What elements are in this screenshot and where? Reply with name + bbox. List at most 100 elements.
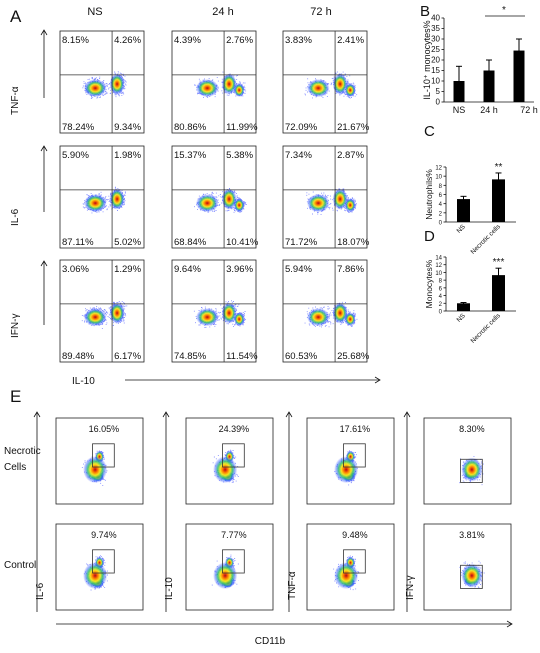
quadrant-upper-left: 5.90%	[62, 150, 89, 161]
flow-plot-r0-c1: 4.39% 2.76% 80.86% 11.99%	[171, 30, 258, 134]
flow-plot-r0-c2: 3.83% 2.41% 72.09% 21.67%	[282, 30, 370, 134]
quadrant-upper-left: 7.34%	[285, 150, 312, 161]
quadrant-lower-right: 25.68%	[337, 351, 370, 362]
density-hotspot	[109, 188, 125, 210]
gate-box	[343, 443, 366, 468]
panel-letter-D: D	[424, 228, 435, 245]
y-tick-label: 6	[439, 193, 443, 199]
row-label-1-line-0: Control	[4, 560, 36, 571]
bar-1	[492, 275, 505, 311]
arrow-head	[374, 376, 381, 384]
y-tick-label: 20	[431, 56, 440, 65]
row-label-0-line-0: Necrotic	[4, 446, 41, 457]
y-axis-label-3: IFN-γ	[405, 576, 416, 600]
x-tick-label: NS	[456, 223, 468, 235]
gate-percentage: 7.77%	[221, 530, 247, 540]
y-tick-label: 40	[431, 14, 440, 23]
arrow-head	[40, 29, 48, 36]
density-hotspot	[334, 562, 359, 590]
density-hotspot	[307, 79, 330, 98]
panel-letter-C: C	[424, 123, 435, 140]
quadrant-upper-left: 5.94%	[285, 264, 312, 275]
y-axis-label: Monocytes%	[424, 259, 434, 308]
density-hotspot	[109, 73, 125, 95]
bar-0	[457, 199, 470, 222]
quadrant-lower-right: 5.02%	[114, 237, 141, 248]
density-hotspot	[221, 188, 237, 210]
density-hotspot	[84, 194, 107, 213]
quadrant-lower-left: 80.86%	[174, 122, 207, 133]
flow-plot-r1-c0: 5.90% 1.98% 87.11% 5.02%	[59, 145, 145, 249]
flow-plot-r2-c1: 9.64% 3.96% 74.85% 11.54%	[171, 259, 258, 363]
gate-box	[92, 549, 115, 574]
density-hotspot	[233, 83, 245, 97]
gate-plot-r0-c3: 8.30%	[423, 417, 512, 505]
y-tick-label: 25	[431, 45, 440, 54]
y-tick-label: 4	[439, 294, 443, 300]
gate-box	[460, 564, 483, 589]
y-axis-label: IL-10⁺ monocytes%	[422, 20, 432, 99]
x-tick-label: NS	[456, 312, 468, 324]
quadrant-upper-right: 1.29%	[114, 264, 141, 275]
y-tick-label: 35	[431, 24, 440, 33]
quadrant-upper-right: 4.26%	[114, 35, 141, 46]
row-label-0-line-1: Cells	[4, 462, 26, 473]
quadrant-upper-right: 1.98%	[114, 150, 141, 161]
x-tick-label: NS	[453, 105, 466, 115]
bar-2	[513, 50, 525, 102]
density-hotspot	[221, 73, 237, 95]
significance-marker: **	[495, 162, 503, 173]
density-hotspot	[332, 302, 348, 324]
x-tick-label: 24 h	[480, 105, 498, 115]
x-tick-label: 72 h	[520, 105, 538, 115]
y-axis-label-0: IL-6	[35, 582, 46, 600]
y-axis-label-2: TNF-α	[287, 571, 298, 600]
density-hotspot	[332, 73, 348, 95]
y-tick-label: 15	[431, 66, 440, 75]
density-hotspot	[332, 188, 348, 210]
bar-1	[492, 179, 505, 222]
density-hotspot	[213, 562, 238, 590]
panel-letter-B: B	[420, 3, 430, 20]
gate-percentage: 9.48%	[342, 530, 368, 540]
y-tick-label: 2	[439, 211, 443, 217]
y-tick-label: 10	[435, 271, 442, 277]
y-tick-label: 0	[436, 98, 441, 107]
gate-plot-r0-c0: 16.05%	[55, 417, 144, 505]
gate-percentage: 17.61%	[340, 424, 371, 434]
significance-marker: *	[502, 5, 506, 16]
column-header-0: NS	[87, 6, 102, 18]
arrow-head	[162, 411, 170, 418]
panel-e-letter: E	[10, 387, 21, 406]
gate-plot-r1-c1: 7.77%	[185, 523, 274, 611]
density-hotspot	[344, 83, 356, 97]
density-hotspot	[221, 302, 237, 324]
flow-plot-r0-c0: 8.15% 4.26% 78.24% 9.34%	[59, 30, 145, 134]
density-hotspot	[83, 456, 108, 484]
quadrant-upper-left: 8.15%	[62, 35, 89, 46]
significance-marker: ***	[493, 257, 505, 268]
quadrant-lower-right: 6.17%	[114, 351, 141, 362]
panel-a: A NS 24 h 72 h TNF-α IL-6 IFN-γ IL-10 8.15% 4.26%…	[10, 6, 381, 387]
density-hotspot	[196, 194, 219, 213]
arrow-head	[285, 411, 293, 418]
gate-plot-r0-c1: 24.39%	[185, 417, 274, 505]
arrow-head	[33, 411, 41, 418]
density-hotspot	[344, 198, 356, 212]
arrow-head	[40, 260, 48, 267]
gate-box	[460, 458, 483, 483]
quadrant-lower-left: 89.48%	[62, 351, 95, 362]
x-tick-label: Necrotic cells	[470, 223, 503, 256]
density-hotspot	[213, 456, 238, 484]
y-tick-label: 4	[439, 202, 443, 208]
density-hotspot	[84, 79, 107, 98]
y-tick-label: 14	[435, 256, 442, 262]
density-hotspot	[109, 302, 125, 324]
gate-plot-r1-c0: 9.74%	[55, 523, 144, 611]
row-label-0: TNF-α	[10, 86, 21, 115]
y-axis-label: Neutrophils%	[424, 169, 434, 220]
density-hotspot	[307, 308, 330, 327]
row-label-2: IFN-γ	[10, 314, 21, 338]
row-label-1: IL-6	[10, 208, 21, 226]
